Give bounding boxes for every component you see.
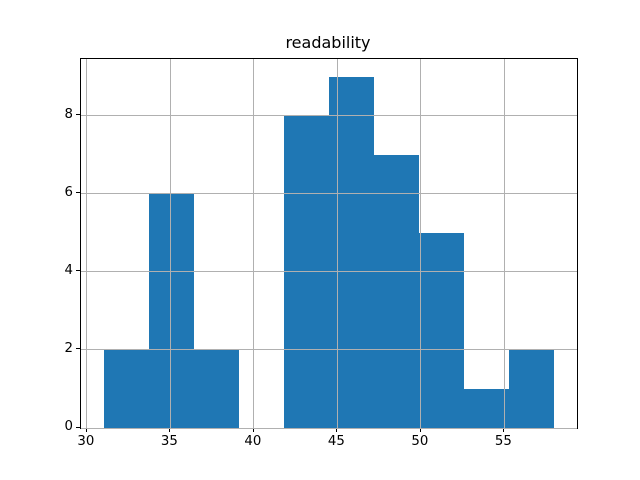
plot-area (80, 58, 578, 429)
y-tick-label: 0 (64, 419, 73, 434)
gridline-vertical (169, 59, 171, 428)
gridline-vertical (336, 59, 338, 428)
y-tick-label: 2 (64, 340, 73, 356)
x-tick-mark (419, 428, 421, 432)
x-tick-mark (252, 428, 254, 432)
histogram-bar (509, 349, 555, 428)
x-tick-label: 30 (77, 434, 95, 449)
x-tick-label: 35 (160, 434, 178, 449)
y-tick-mark (76, 426, 80, 428)
y-tick-label: 6 (64, 184, 73, 200)
histogram-bar (148, 193, 194, 428)
y-tick-mark (76, 270, 80, 272)
y-tick-mark (76, 348, 80, 350)
y-tick-mark (76, 114, 80, 116)
gridline-vertical (420, 59, 422, 428)
x-tick-mark (336, 428, 338, 432)
y-tick-label: 4 (64, 262, 73, 278)
gridline-vertical (503, 59, 505, 428)
histogram-bar (419, 232, 465, 428)
histogram-bar (464, 388, 510, 428)
gridline-horizontal (81, 349, 577, 351)
x-tick-mark (169, 428, 171, 432)
histogram-bar (103, 349, 149, 428)
gridline-horizontal (81, 271, 577, 273)
x-tick-mark (503, 428, 505, 432)
y-tick-label: 8 (64, 106, 73, 122)
gridline-horizontal (81, 193, 577, 195)
gridline-vertical (253, 59, 255, 428)
gridline-horizontal (81, 427, 577, 429)
chart-title: readability (285, 33, 371, 52)
histogram-bar (374, 154, 420, 428)
x-tick-mark (85, 428, 87, 432)
x-tick-label: 45 (327, 434, 345, 449)
x-tick-label: 50 (411, 434, 429, 449)
histogram-bar (193, 349, 239, 428)
gridline-vertical (86, 59, 88, 428)
gridline-horizontal (81, 115, 577, 117)
x-tick-label: 40 (244, 434, 262, 449)
histogram-bar (329, 76, 375, 428)
y-tick-mark (76, 192, 80, 194)
x-tick-label: 55 (494, 434, 512, 449)
